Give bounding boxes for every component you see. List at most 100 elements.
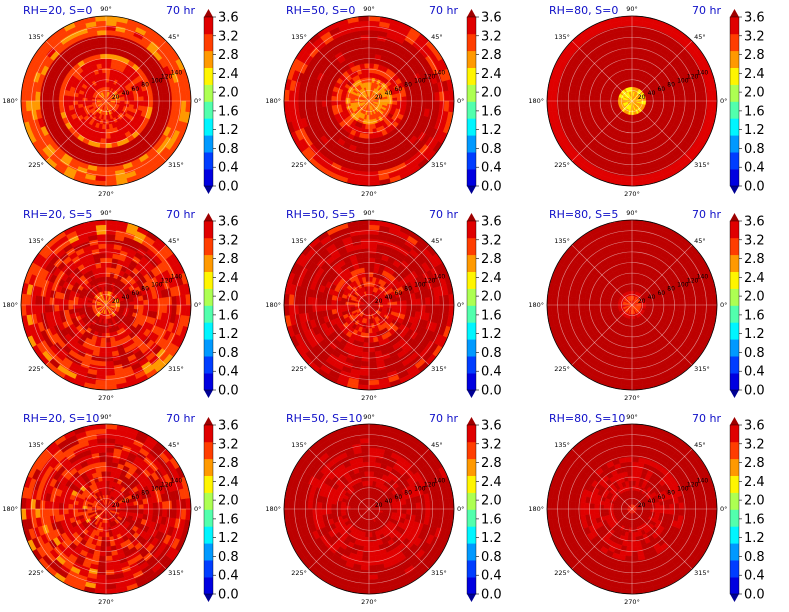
field-cell xyxy=(147,100,154,108)
polar-panel: 90° 45° 0° 315° 270° 225° 180° 135° 20 40 60 80 100 1… xyxy=(0,0,263,204)
field-cell xyxy=(326,299,332,306)
field-cell xyxy=(312,93,318,102)
field-cell xyxy=(95,375,107,381)
field-cell xyxy=(645,100,652,104)
colorbar-level xyxy=(204,254,213,272)
field-cell xyxy=(361,48,370,55)
field-cell xyxy=(687,92,694,102)
colorbar-level xyxy=(204,322,213,340)
field-cell xyxy=(105,224,117,231)
panel-time-label: 70 hr xyxy=(429,4,458,17)
field-cell xyxy=(152,304,159,313)
angle-label: 135° xyxy=(554,33,570,41)
field-cell xyxy=(624,44,633,50)
field-cell xyxy=(53,100,60,109)
field-cell xyxy=(401,304,407,311)
field-cell xyxy=(683,100,689,109)
colorbar-tick-label: 2.8 xyxy=(481,252,502,267)
field-cell xyxy=(410,94,417,102)
colorbar-tick-label: 0.8 xyxy=(481,346,502,361)
field-cell xyxy=(368,356,377,362)
colorbar-frame xyxy=(466,16,477,187)
field-cell xyxy=(293,90,299,102)
field-cell xyxy=(415,297,422,306)
field-cell xyxy=(612,98,619,102)
field-cell xyxy=(171,304,178,315)
field-cell xyxy=(424,296,431,306)
field-cell xyxy=(368,276,373,282)
colorbar-level xyxy=(467,84,476,102)
field-cell xyxy=(363,63,370,69)
field-cell xyxy=(368,370,379,377)
field-cell xyxy=(368,156,378,163)
field-cell xyxy=(678,93,685,102)
field-cell xyxy=(697,100,704,111)
colorbar-level xyxy=(467,33,476,52)
colorbar-tick-label: 0.4 xyxy=(481,365,502,380)
field-cell xyxy=(406,95,412,102)
field-cell xyxy=(424,92,431,102)
field-cell xyxy=(358,171,370,177)
field-cell xyxy=(628,124,633,130)
field-cell xyxy=(30,304,36,316)
field-cell xyxy=(98,356,107,362)
colorbar: 0.00.40.81.21.62.02.42.83.23.6 xyxy=(466,213,502,399)
field-cell xyxy=(406,299,412,306)
field-cell xyxy=(363,58,370,64)
field-cell xyxy=(180,294,187,306)
field-cell xyxy=(623,39,633,46)
radial-label: 140 xyxy=(697,70,709,77)
field-cell xyxy=(626,58,633,64)
colorbar-level xyxy=(730,118,739,136)
polar-border xyxy=(20,219,192,391)
radial-label: 40 xyxy=(122,90,130,97)
field-cell xyxy=(368,25,380,31)
colorbar-extend-top xyxy=(204,9,213,17)
colorbar-tick-label: 0.0 xyxy=(218,180,239,195)
colorbar-tick-label: 3.2 xyxy=(218,29,239,44)
colorbar-tick-label: 0.0 xyxy=(481,180,502,195)
polar-border xyxy=(20,15,192,187)
field-cell xyxy=(706,100,713,112)
field-cell xyxy=(105,48,114,55)
field-cell xyxy=(95,175,107,182)
field-cell xyxy=(105,356,114,362)
field-cell xyxy=(44,304,51,314)
colorbar-tick-label: 3.2 xyxy=(481,233,502,248)
field-cell xyxy=(368,133,375,139)
field-cell xyxy=(105,156,115,163)
angle-label: 0° xyxy=(194,301,201,309)
field-cell xyxy=(631,138,638,144)
field-cell xyxy=(629,114,633,121)
field-cell xyxy=(105,20,117,27)
field-cell xyxy=(288,90,295,102)
angle-label: 315° xyxy=(431,365,447,373)
grid-spoke xyxy=(308,40,370,102)
field-cell xyxy=(307,304,314,314)
field-cell xyxy=(626,133,633,139)
field-cell xyxy=(105,267,112,273)
colorbar-tick-label: 3.2 xyxy=(744,29,765,44)
field-cell xyxy=(129,100,135,105)
panel-plot: 90°45°0°315°270°225°180°135°204060801001… xyxy=(528,209,764,402)
field-cell xyxy=(627,128,633,135)
colorbar-level xyxy=(467,50,476,68)
field-cell xyxy=(443,90,450,102)
field-cell xyxy=(358,224,370,231)
angle-label: 180° xyxy=(265,97,281,105)
grid-spoke xyxy=(105,100,167,162)
field-cell xyxy=(312,100,318,109)
field-cell xyxy=(98,351,107,358)
colorbar-level xyxy=(204,84,213,102)
radial-label: 120 xyxy=(161,74,173,81)
field-cell xyxy=(161,100,168,110)
panel-time-label: 70 hr xyxy=(692,4,721,17)
colorbar-level xyxy=(467,356,476,374)
field-cell xyxy=(631,44,640,50)
colorbar-level xyxy=(467,373,476,391)
radial-label: 20 xyxy=(375,298,383,305)
field-cell xyxy=(321,100,328,108)
field-cell xyxy=(68,95,74,102)
colorbar-level xyxy=(204,221,213,239)
field-cell xyxy=(105,342,112,348)
